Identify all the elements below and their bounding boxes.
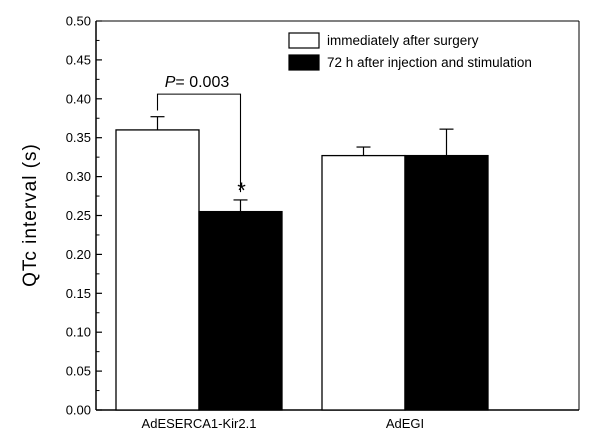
y-axis-label: QTc interval (s)	[20, 143, 41, 287]
y-tick-label: 0.45	[66, 52, 91, 67]
y-tick-label: 0.05	[66, 364, 91, 379]
x-category-label: AdESERCA1-Kir2.1	[142, 416, 257, 431]
p-value-symbol: P	[165, 74, 176, 91]
y-tick-label: 0.35	[66, 130, 91, 145]
y-tick-label: 0.40	[66, 91, 91, 106]
bar	[404, 154, 489, 411]
legend-swatch	[288, 54, 320, 71]
y-tick-label: 0.15	[66, 286, 91, 301]
y-tick-label: 0.10	[66, 325, 91, 340]
bars	[115, 116, 489, 411]
legend: immediately after surgery 72 h after inje…	[288, 32, 532, 71]
significance-bracket	[156, 93, 242, 193]
y-tick-label: 0.50	[66, 14, 91, 29]
significance-star: *	[237, 178, 246, 203]
legend-label: 72 h after injection and stimulation	[327, 55, 532, 70]
p-value-label: P= 0.003	[165, 74, 230, 91]
bar	[198, 210, 283, 411]
axes: 0.00 0.05 0.10 0.15 0.20 0.25 0.30 0.35 0.40 0.45…	[66, 14, 580, 431]
bar	[115, 129, 200, 411]
y-tick-label: 0.20	[66, 247, 91, 262]
p-value-number: = 0.003	[175, 74, 229, 91]
x-category-label: AdEGI	[386, 416, 424, 431]
y-tick-label: 0.30	[66, 169, 91, 184]
legend-label: immediately after surgery	[327, 33, 479, 48]
legend-swatch	[288, 32, 320, 49]
y-tick-label: 0.00	[66, 403, 91, 418]
annotations: P= 0.003 *	[156, 74, 246, 203]
y-tick-label: 0.25	[66, 208, 91, 223]
bar	[321, 154, 406, 411]
